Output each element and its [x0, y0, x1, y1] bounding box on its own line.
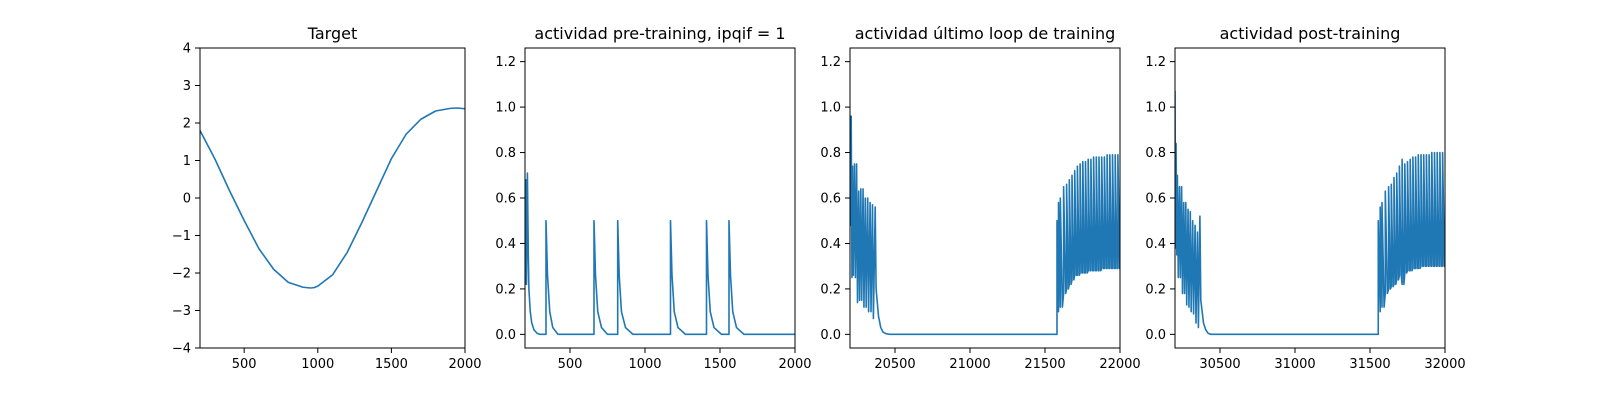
y-tick-label: −2: [172, 267, 191, 282]
y-tick-label: 0.8: [495, 146, 516, 161]
x-tick-label: 500: [558, 357, 583, 372]
series-line-1: [1175, 90, 1445, 336]
x-tick-label: 21000: [949, 357, 990, 372]
series-line-1: [525, 172, 795, 336]
y-tick-label: 1.2: [495, 55, 516, 70]
x-tick-label: 1500: [375, 357, 408, 372]
subplot-3: actividad último loop de training 20500 21…: [820, 24, 1140, 372]
axes-frame: [524, 47, 796, 349]
subplot-4: actividad post-training 30500 31000 31500 32…: [1145, 24, 1465, 372]
x-tick-label: 1500: [703, 357, 736, 372]
series-line-1: [850, 115, 1120, 336]
y-tick-label: 1.2: [820, 55, 841, 70]
y-tick-label: −4: [172, 342, 191, 357]
y-tick-label: 1.0: [1145, 101, 1166, 116]
y-tick-label: 0.2: [1145, 282, 1166, 297]
y-tick-label: 0.0: [820, 328, 841, 343]
axes-frame: [1174, 47, 1446, 349]
y-tick-label: −3: [172, 304, 191, 319]
subplot-1: Target 500 1000 1500 2000 −4 −3 −2 −1 0 1 2 3 4: [172, 24, 482, 372]
x-tick-label: 2000: [448, 357, 481, 372]
chart-title: Target: [307, 24, 358, 43]
y-tick-label: 1.0: [495, 101, 516, 116]
y-tick-label: 1.2: [1145, 55, 1166, 70]
x-tick-label: 20500: [874, 357, 915, 372]
chart-title: actividad último loop de training: [855, 24, 1116, 43]
subplot-2: actividad pre-training, ipqif = 1 500 1000…: [495, 24, 811, 372]
y-tick-label: 0.4: [820, 237, 841, 252]
y-tick-label: −1: [172, 229, 191, 244]
x-tick-label: 1000: [301, 357, 334, 372]
y-tick-label: 0.6: [495, 192, 516, 207]
y-tick-label: 0.8: [820, 146, 841, 161]
y-tick-label: 4: [183, 42, 191, 57]
y-tick-label: 0.2: [820, 282, 841, 297]
y-tick-label: 3: [183, 79, 191, 94]
axes-frame: [849, 47, 1121, 349]
y-tick-label: 0.4: [495, 237, 516, 252]
x-tick-label: 1000: [628, 357, 661, 372]
y-tick-label: 0.8: [1145, 146, 1166, 161]
y-tick-label: 0: [183, 192, 191, 207]
x-tick-label: 32000: [1424, 357, 1465, 372]
x-tick-label: 22000: [1099, 357, 1140, 372]
y-tick-label: 1.0: [820, 101, 841, 116]
x-tick-label: 21500: [1024, 357, 1065, 372]
chart-title: actividad post-training: [1220, 24, 1401, 43]
x-tick-label: 2000: [778, 357, 811, 372]
y-tick-label: 0.2: [495, 282, 516, 297]
series-line-1: [200, 107, 465, 289]
x-tick-label: 30500: [1199, 357, 1240, 372]
y-tick-label: 0.6: [1145, 192, 1166, 207]
y-tick-label: 2: [183, 117, 191, 132]
y-tick-label: 0.6: [820, 192, 841, 207]
y-tick-label: 0.4: [1145, 237, 1166, 252]
x-tick-label: 500: [232, 357, 257, 372]
y-tick-label: 0.0: [495, 328, 516, 343]
chart-title: actividad pre-training, ipqif = 1: [534, 24, 785, 43]
x-tick-label: 31000: [1274, 357, 1315, 372]
y-tick-label: 0.0: [1145, 328, 1166, 343]
y-tick-label: 1: [183, 154, 191, 169]
axes-frame: [199, 47, 466, 349]
x-tick-label: 31500: [1349, 357, 1390, 372]
